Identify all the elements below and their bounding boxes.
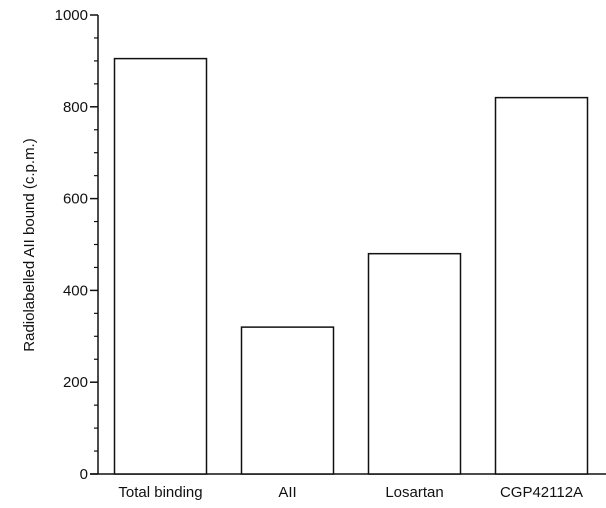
x-tick-labels: Total binding AII Losartan CGP42112A — [118, 484, 583, 501]
x-tick-label: CGP42112A — [500, 484, 583, 501]
y-tick-label: 800 — [63, 99, 88, 116]
bar-losartan — [367, 252, 462, 475]
y-axis-title: Radiolabelled AII bound (c.p.m.) — [21, 138, 38, 351]
y-tick-label: 600 — [63, 191, 88, 208]
y-tick-label: 400 — [63, 282, 88, 299]
bar-aii — [240, 326, 335, 475]
y-tick-label: 200 — [63, 374, 88, 391]
bar-total-binding — [113, 57, 208, 475]
x-tick-label: Losartan — [385, 484, 443, 501]
x-tick-label: Total binding — [118, 484, 202, 501]
y-axis: 0 200 400 600 800 1000 — [55, 7, 99, 483]
y-tick-label: 1000 — [55, 7, 88, 24]
bars — [113, 57, 589, 475]
bar-cgp42112a — [494, 96, 589, 475]
y-tick-label: 0 — [80, 466, 88, 483]
x-tick-label: AII — [278, 484, 296, 501]
